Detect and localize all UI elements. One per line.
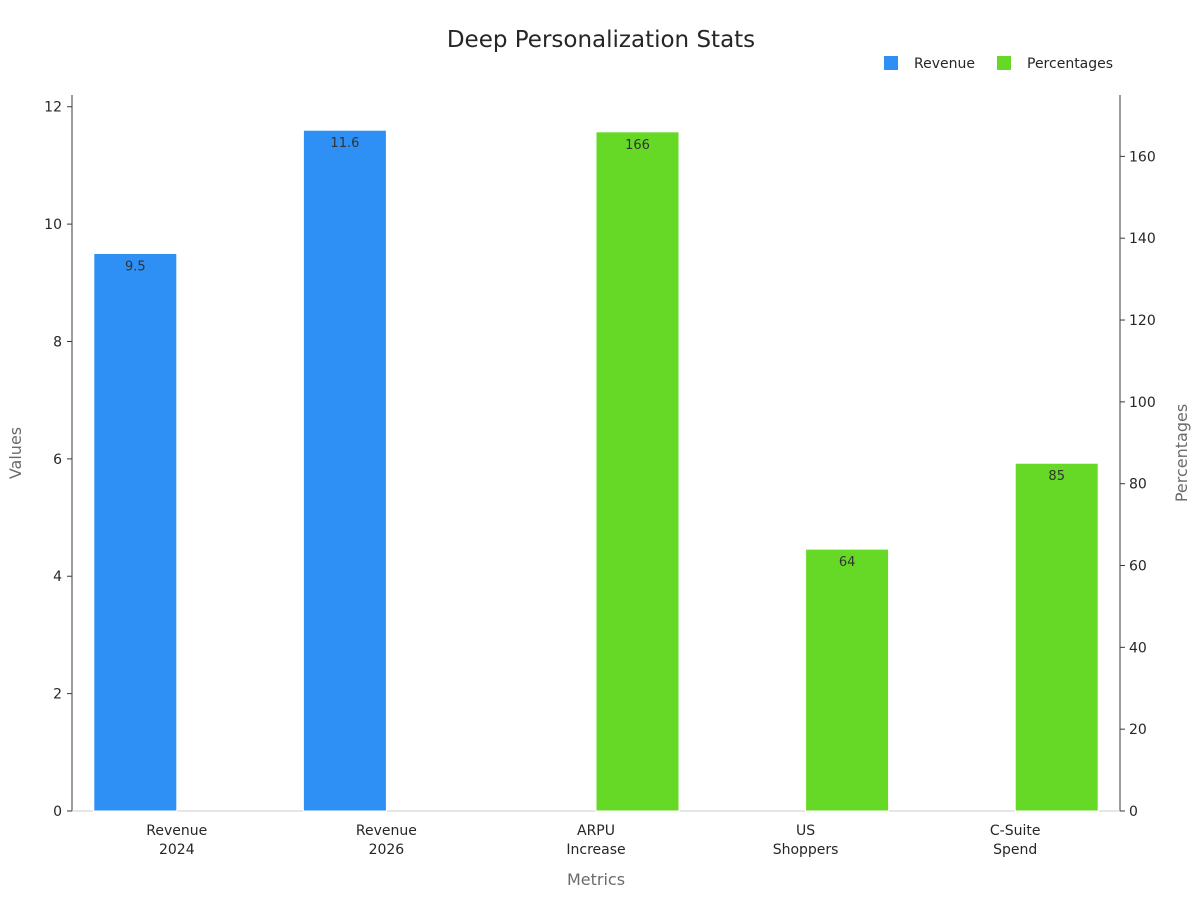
data-label-revenue-1: 11.6 [330,136,359,151]
y-left-tick-label: 12 [44,100,62,116]
y-left-tick-label: 4 [53,569,62,585]
legend-label-revenue: Revenue [914,56,975,72]
y-left-tick-label: 0 [53,804,62,820]
category-label-line: US [796,823,815,839]
bar-percentages-4 [1014,462,1099,812]
category-label-line: Revenue [356,823,417,839]
y-left-tick-label: 8 [53,334,62,350]
data-label-percentages-2: 166 [625,138,650,153]
category-label-line: Increase [566,842,625,858]
y-right-tick-label: 40 [1129,640,1147,656]
chart-title: Deep Personalization Stats [447,27,755,53]
data-label-percentages-4: 85 [1048,469,1065,484]
category-label: US Shoppers [773,823,839,858]
y-right-tick-label: 120 [1129,313,1156,329]
category-label: Revenue 2024 [146,823,207,858]
y-right-tick-label: 100 [1129,395,1156,411]
data-label-revenue-0: 9.5 [125,259,146,274]
y-right-tick-label: 20 [1129,722,1147,738]
y-left-tick-label: 2 [53,687,62,703]
category-label-line: 2026 [369,842,405,858]
y-axis-right-ticks: 0 20 40 60 80 100 120 140 160 [1120,149,1156,820]
y-right-tick-label: 80 [1129,477,1147,493]
y-left-tick-label: 6 [53,452,62,468]
y-right-tick-label: 60 [1129,559,1147,575]
x-axis-title: Metrics [567,870,625,889]
category-label-line: Revenue [146,823,207,839]
category-label: ARPU Increase [566,823,625,858]
category-label-line: ARPU [577,823,615,839]
category-label-line: Shoppers [773,842,839,858]
bars [93,129,1099,812]
category-label-line: Spend [993,842,1037,858]
data-labels: 9.5 11.6 166 64 85 [125,136,1065,570]
category-label: Revenue 2026 [356,823,417,858]
y-axis-right-title: Percentages [1172,404,1191,502]
y-left-tick-label: 10 [44,217,62,233]
data-label-percentages-3: 64 [839,555,856,570]
bar-revenue-1 [302,129,387,812]
x-axis-category-labels: Revenue 2024 Revenue 2026 ARPU Increase US Shop… [146,823,1040,858]
y-axis-left-title: Values [6,427,25,479]
y-axis-left-ticks: 0 2 4 6 8 10 12 [44,100,72,820]
legend-swatch-percentages [997,56,1011,70]
bar-percentages-2 [595,131,680,812]
bar-percentages-3 [805,548,890,812]
category-label-line: C-Suite [990,823,1041,839]
y-right-tick-label: 160 [1129,149,1156,165]
legend: Revenue Percentages [884,56,1113,72]
y-right-tick-label: 0 [1129,804,1138,820]
category-label-line: 2024 [159,842,195,858]
bar-revenue-0 [93,252,178,812]
legend-swatch-revenue [884,56,898,70]
legend-label-percentages: Percentages [1027,56,1113,72]
category-label: C-Suite Spend [990,823,1041,858]
y-right-tick-label: 140 [1129,231,1156,247]
